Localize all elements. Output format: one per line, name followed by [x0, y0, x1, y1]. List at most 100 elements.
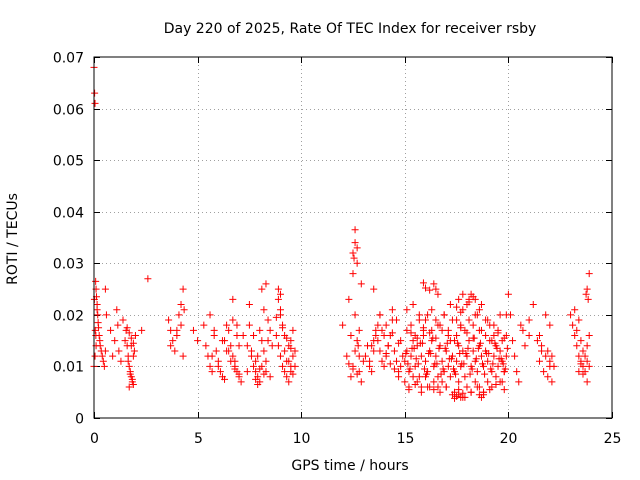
data-point — [376, 311, 384, 319]
data-point — [459, 389, 467, 397]
data-point — [464, 344, 472, 352]
data-point — [285, 378, 293, 386]
x-tick-label: 15 — [397, 431, 415, 447]
data-point — [504, 290, 512, 298]
data-point — [481, 370, 489, 378]
data-point — [368, 342, 376, 350]
data-point — [535, 357, 543, 365]
data-point — [368, 368, 376, 376]
data-point — [434, 321, 442, 329]
data-point — [420, 365, 428, 373]
data-point — [469, 347, 477, 355]
data-point — [355, 352, 363, 360]
data-point — [409, 373, 417, 381]
data-point — [206, 311, 214, 319]
data-point — [583, 378, 591, 386]
data-point — [111, 337, 119, 345]
data-point — [475, 326, 483, 334]
data-point — [291, 362, 299, 370]
data-point — [432, 285, 440, 293]
data-point — [503, 344, 511, 352]
data-point — [202, 342, 210, 350]
data-point — [351, 239, 359, 247]
data-point — [231, 365, 239, 373]
data-point — [585, 331, 593, 339]
chart-title: Day 220 of 2025, Rate Of TEC Index for r… — [164, 21, 537, 37]
data-point — [472, 355, 480, 363]
data-point — [276, 290, 284, 298]
data-point — [585, 362, 593, 370]
data-point — [179, 285, 187, 293]
data-point — [138, 326, 146, 334]
data-point — [127, 342, 135, 350]
data-point — [407, 352, 415, 360]
data-point — [180, 306, 188, 314]
data-point — [467, 388, 475, 396]
data-point — [281, 368, 289, 376]
data-point — [388, 329, 396, 337]
data-point — [403, 326, 411, 334]
data-point — [569, 321, 577, 329]
data-point — [376, 347, 384, 355]
data-point — [506, 311, 514, 319]
data-point — [575, 352, 583, 360]
data-point — [403, 306, 411, 314]
data-point — [283, 334, 291, 342]
data-point — [401, 378, 409, 386]
data-point — [548, 352, 556, 360]
data-point — [131, 331, 139, 339]
data-point — [488, 337, 496, 345]
data-point — [283, 373, 291, 381]
data-point — [515, 378, 523, 386]
data-point — [243, 368, 251, 376]
data-point — [419, 279, 427, 287]
data-point — [245, 301, 253, 309]
data-point — [260, 347, 268, 355]
data-point — [252, 375, 260, 383]
data-point — [428, 306, 436, 314]
data-point — [456, 350, 464, 358]
data-point — [533, 337, 541, 345]
data-point — [442, 383, 450, 391]
data-point — [395, 373, 403, 381]
data-point — [256, 326, 264, 334]
data-point — [441, 344, 449, 352]
data-point — [92, 277, 100, 285]
data-point — [353, 244, 361, 252]
data-point — [229, 352, 237, 360]
data-point — [380, 362, 388, 370]
data-point — [374, 337, 382, 345]
data-point — [125, 362, 133, 370]
data-point — [501, 365, 509, 373]
data-point — [439, 365, 447, 373]
data-point — [233, 331, 241, 339]
x-tick-label: 0 — [90, 431, 99, 447]
data-point — [200, 321, 208, 329]
data-point — [535, 331, 543, 339]
data-point — [177, 301, 185, 309]
data-point — [424, 383, 432, 391]
data-point — [417, 388, 425, 396]
data-point — [416, 339, 424, 347]
data-point — [473, 368, 481, 376]
data-point — [573, 326, 581, 334]
data-point — [351, 347, 359, 355]
data-point — [397, 362, 405, 370]
data-point — [229, 295, 237, 303]
data-point — [233, 321, 241, 329]
data-point — [208, 368, 216, 376]
data-point — [258, 337, 266, 345]
data-point — [252, 368, 260, 376]
data-point — [119, 316, 127, 324]
data-point — [500, 386, 508, 394]
data-point — [114, 321, 122, 329]
data-point — [243, 342, 251, 350]
data-point — [125, 383, 133, 391]
data-point — [250, 331, 258, 339]
data-point — [279, 362, 287, 370]
data-point — [262, 357, 270, 365]
data-point — [457, 324, 465, 332]
data-point — [453, 331, 461, 339]
data-point — [415, 373, 423, 381]
